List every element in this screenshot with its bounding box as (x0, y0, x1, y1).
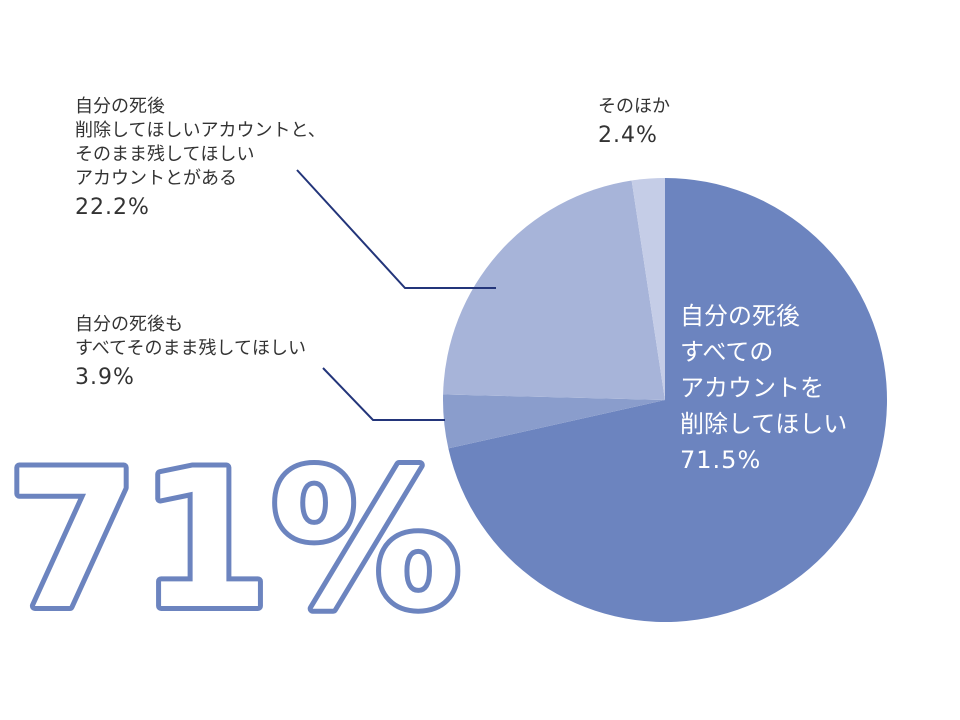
label-other-value: 2.4% (598, 123, 658, 148)
pie-slice-main (448, 178, 888, 622)
label-both-line: そのまま残してほしい (75, 144, 255, 165)
label-main-line: 自分の死後 (680, 302, 800, 330)
pie-slice-other (631, 178, 665, 400)
leader-line-both (296, 169, 496, 289)
label-main-value: 71.5% (680, 446, 762, 474)
label-main: 自分の死後 すべての アカウントを 削除してほしい 71.5% (680, 298, 847, 478)
pie-slice-both (443, 180, 665, 400)
pie-slice-all-keep (443, 394, 665, 449)
leader-line-all-keep (322, 367, 445, 421)
label-both: 自分の死後 削除してほしいアカウントと、 そのまま残してほしい アカウントとがあ… (75, 95, 326, 223)
label-all-keep-value: 3.9% (75, 365, 135, 390)
label-main-line: 削除してほしい (680, 410, 848, 438)
label-main-line: すべての (680, 338, 774, 366)
label-both-value: 22.2% (75, 195, 150, 220)
label-both-line: アカウントとがある (75, 168, 237, 189)
leader-lines (296, 169, 496, 421)
label-other: そのほか 2.4% (598, 95, 670, 151)
pie-slices (443, 178, 888, 622)
label-all-keep: 自分の死後も すべてそのまま残してほしい 3.9% (75, 313, 306, 393)
label-main-line: アカウントを (680, 374, 824, 402)
label-both-line: 削除してほしいアカウントと、 (75, 120, 326, 141)
label-all-keep-line: すべてそのまま残してほしい (75, 338, 306, 359)
big-percentage: 71% (7, 430, 462, 651)
label-both-line: 自分の死後 (75, 96, 165, 117)
label-all-keep-line: 自分の死後も (75, 314, 183, 335)
label-other-line: そのほか (598, 96, 670, 117)
